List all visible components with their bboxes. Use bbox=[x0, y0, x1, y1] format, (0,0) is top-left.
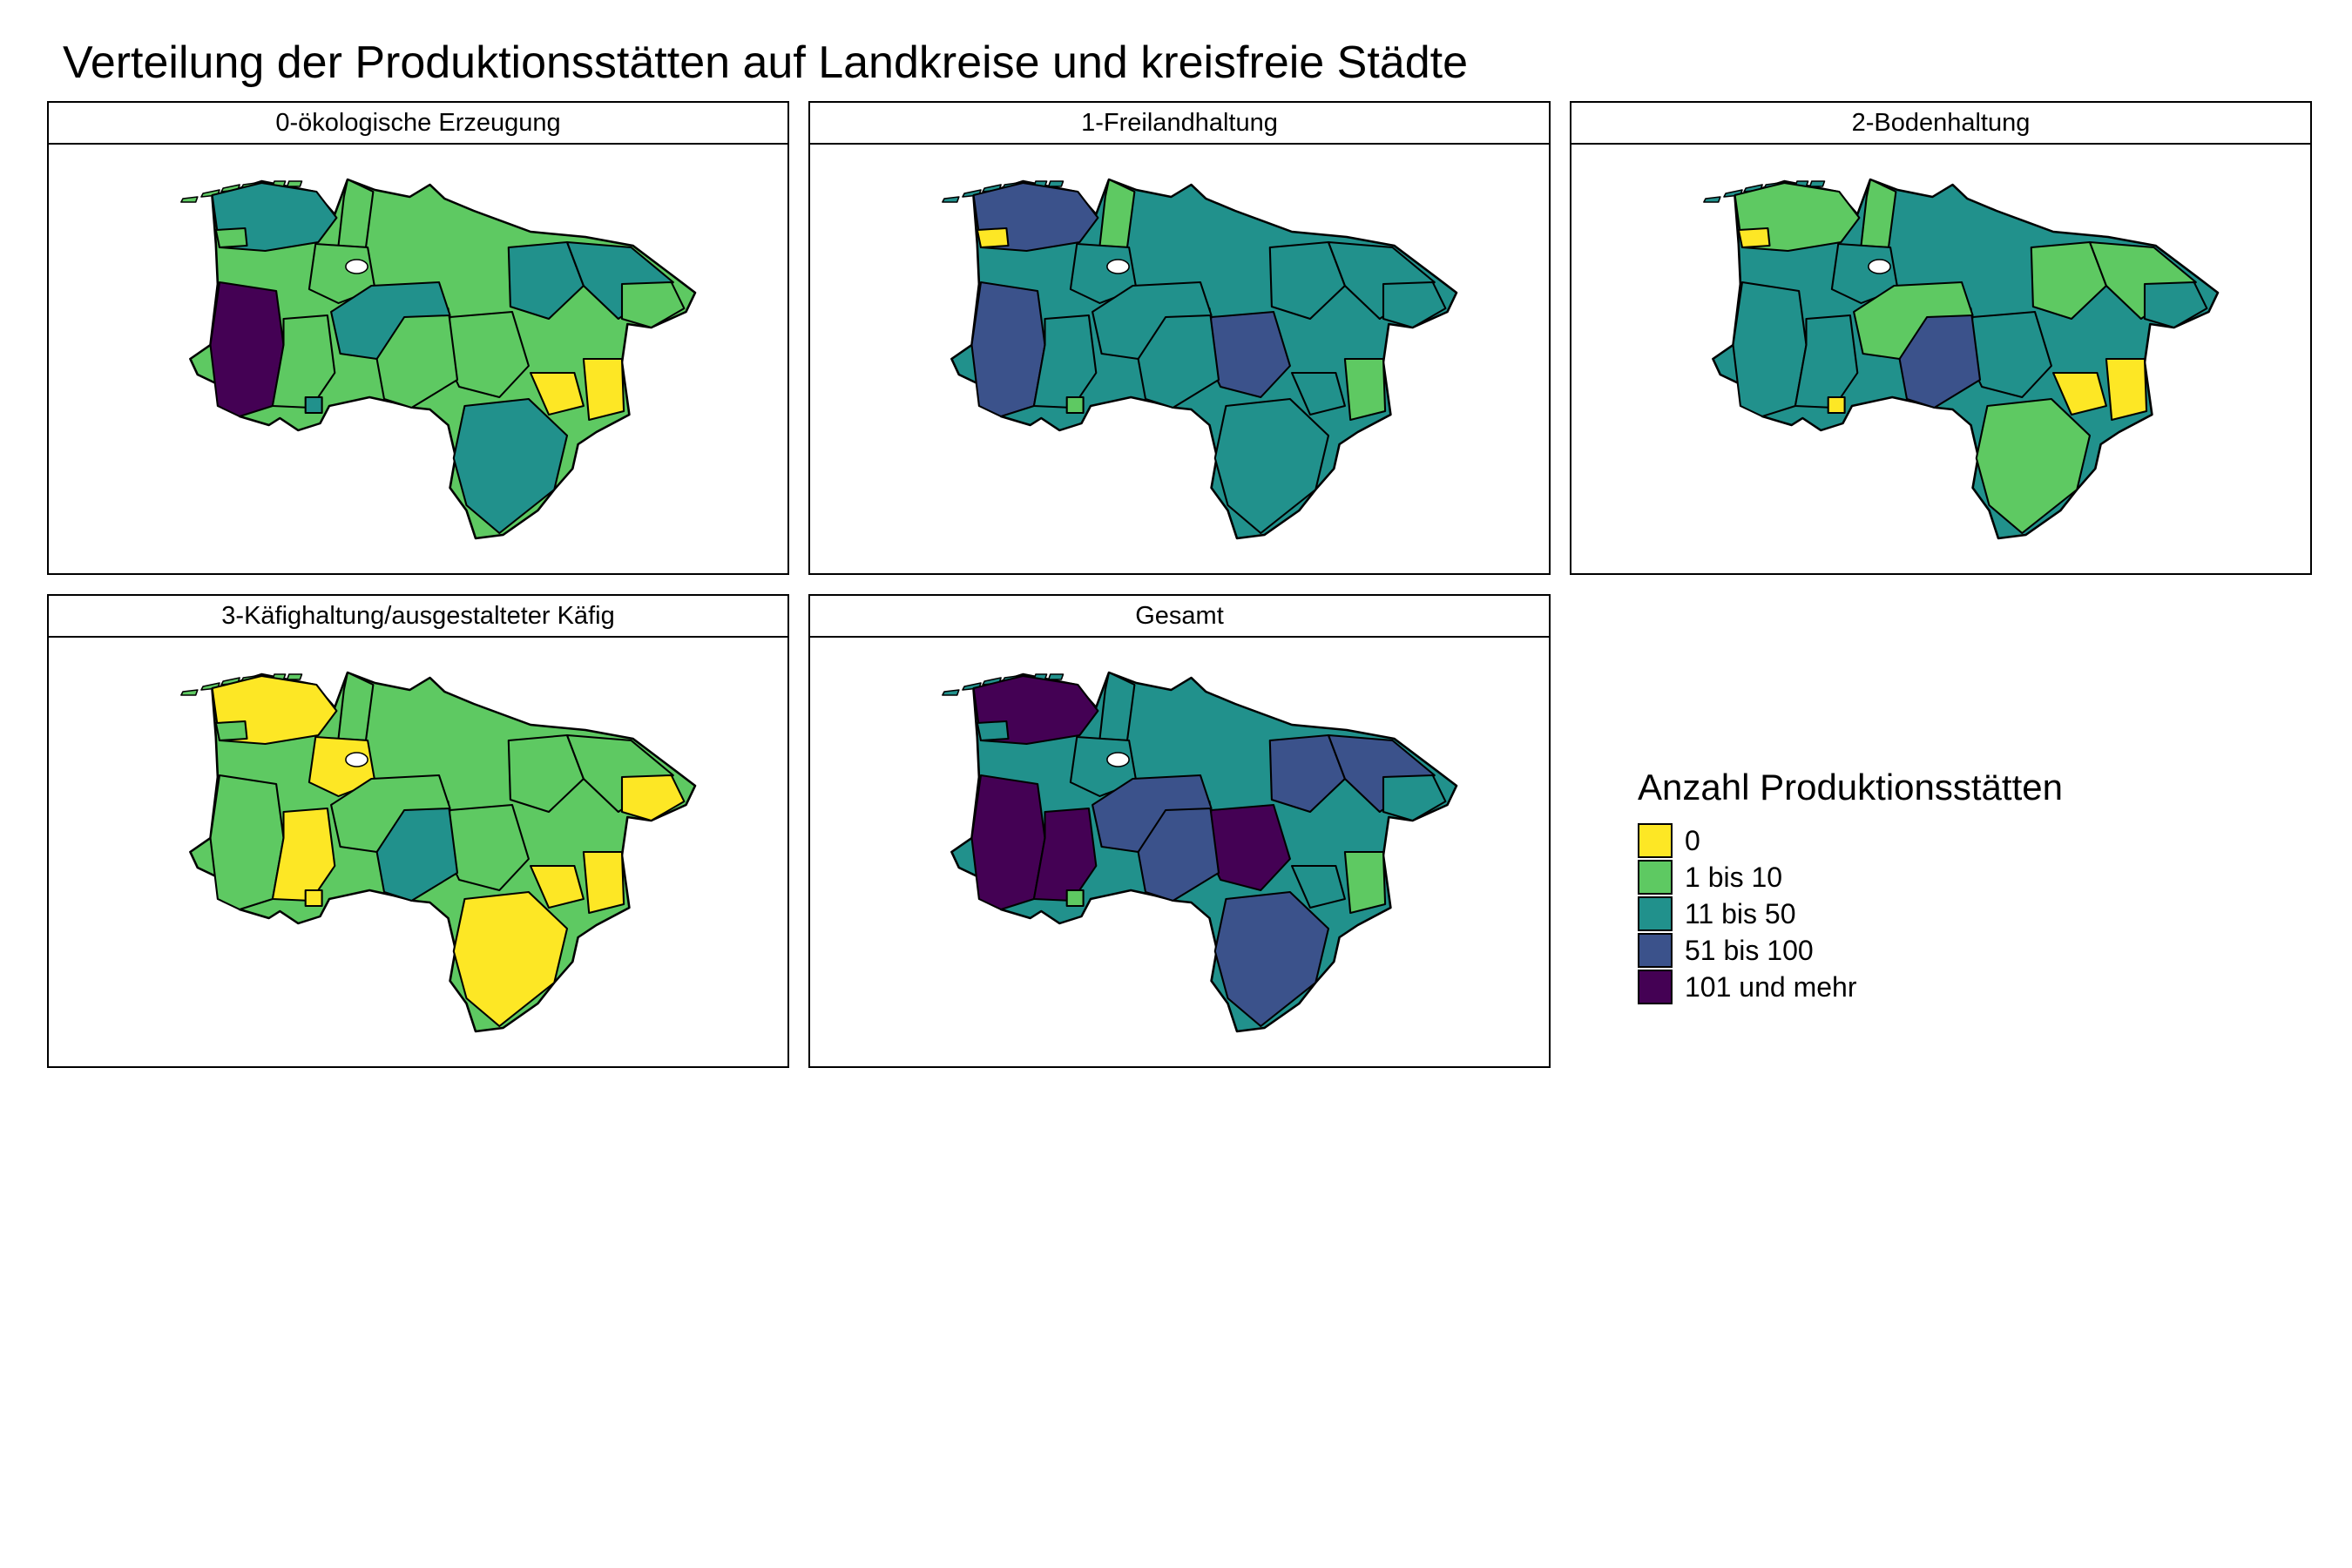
map-panel-oekologisch: 0-ökologische Erzeugung bbox=[47, 101, 789, 575]
district-ost2 bbox=[1343, 851, 1387, 914]
legend-swatch bbox=[1638, 823, 1673, 858]
legend-item: 0 bbox=[1638, 822, 2063, 859]
map-legend: Anzahl Produktionsstätten 0 1 bis 10 11 … bbox=[1638, 767, 2063, 1005]
district-cen bbox=[1092, 281, 1213, 360]
niedersachsen-map bbox=[180, 178, 697, 540]
district-west bbox=[209, 281, 285, 417]
niedersachsen-map bbox=[180, 671, 697, 1033]
district-coast bbox=[976, 227, 1010, 248]
district-south bbox=[1213, 891, 1330, 1027]
panel-label: 0-ökologische Erzeugung bbox=[49, 103, 787, 145]
map-panel-boden: 2-Bodenhaltung bbox=[1570, 101, 2312, 575]
district-south bbox=[1975, 398, 2092, 534]
island bbox=[286, 673, 303, 680]
district-west bbox=[970, 774, 1046, 910]
district-coast bbox=[214, 720, 248, 741]
district-ost bbox=[2051, 372, 2107, 416]
district-e1 bbox=[1268, 734, 1346, 813]
niedersachsen-map bbox=[942, 178, 1458, 540]
legend-label: 11 bis 50 bbox=[1685, 897, 1796, 929]
district-osnab bbox=[1827, 396, 1846, 414]
district-ost bbox=[529, 865, 585, 909]
district-ost2 bbox=[582, 851, 625, 914]
district-ost2 bbox=[2105, 358, 2148, 421]
panel-label: 1-Freilandhaltung bbox=[810, 103, 1549, 145]
legend-title: Anzahl Produktionsstätten bbox=[1638, 767, 2063, 808]
island bbox=[286, 180, 303, 187]
map-panel-freiland: 1-Freilandhaltung bbox=[808, 101, 1551, 575]
district-ost bbox=[1290, 372, 1346, 416]
district-cen bbox=[1853, 281, 1974, 360]
legend-label: 0 bbox=[1685, 824, 1700, 856]
district-ost2 bbox=[1343, 358, 1387, 421]
island bbox=[1047, 673, 1064, 680]
district-osnab bbox=[1065, 396, 1085, 414]
district-e3 bbox=[1382, 774, 1447, 821]
district-ost2 bbox=[582, 358, 625, 421]
legend-item: 101 und mehr bbox=[1638, 969, 2063, 1005]
district-e1 bbox=[2030, 241, 2107, 320]
bremen-gap bbox=[1868, 259, 1891, 274]
map-panel-gesamt: Gesamt bbox=[808, 594, 1551, 1068]
district-e3 bbox=[1382, 281, 1447, 328]
island bbox=[942, 196, 960, 203]
district-e3 bbox=[2143, 281, 2208, 328]
district-south bbox=[452, 398, 569, 534]
district-west bbox=[209, 774, 285, 910]
legend-label: 1 bis 10 bbox=[1685, 861, 1783, 893]
niedersachsen-map bbox=[1703, 178, 2220, 540]
district-coast bbox=[1737, 227, 1771, 248]
district-e1 bbox=[1268, 241, 1346, 320]
district-ost bbox=[529, 372, 585, 416]
legend-item: 1 bis 10 bbox=[1638, 859, 2063, 896]
district-coast bbox=[214, 227, 248, 248]
panel-label: 2-Bodenhaltung bbox=[1571, 103, 2310, 145]
bremen-gap bbox=[345, 259, 368, 274]
island bbox=[1808, 180, 1826, 187]
district-west bbox=[970, 281, 1046, 417]
district-west bbox=[1732, 281, 1808, 417]
district-osnab bbox=[304, 889, 323, 907]
district-south bbox=[1213, 398, 1330, 534]
page-title: Verteilung der Produktionsstätten auf La… bbox=[63, 37, 1468, 88]
district-osnab bbox=[1065, 889, 1085, 907]
district-ost bbox=[1290, 865, 1346, 909]
island bbox=[1047, 180, 1064, 187]
district-cen bbox=[1092, 774, 1213, 853]
island bbox=[942, 689, 960, 696]
legend-swatch bbox=[1638, 970, 1673, 1004]
panel-label: 3-Käfighaltung/ausgestalteter Käfig bbox=[49, 596, 787, 638]
district-e1 bbox=[507, 734, 585, 813]
district-south bbox=[452, 891, 569, 1027]
legend-swatch bbox=[1638, 896, 1673, 931]
bremen-gap bbox=[1106, 752, 1130, 767]
district-e1 bbox=[507, 241, 585, 320]
legend-label: 101 und mehr bbox=[1685, 970, 1857, 1003]
island bbox=[1703, 196, 1721, 203]
district-cen bbox=[330, 281, 451, 360]
district-cen bbox=[330, 774, 451, 853]
bremen-gap bbox=[345, 752, 368, 767]
island bbox=[180, 196, 199, 203]
legend-item: 11 bis 50 bbox=[1638, 896, 2063, 932]
district-osnab bbox=[304, 396, 323, 414]
map-panel-kaefig: 3-Käfighaltung/ausgestalteter Käfig bbox=[47, 594, 789, 1068]
legend-item: 51 bis 100 bbox=[1638, 932, 2063, 969]
district-e3 bbox=[620, 774, 686, 821]
district-coast bbox=[976, 720, 1010, 741]
legend-swatch bbox=[1638, 860, 1673, 895]
legend-swatch bbox=[1638, 933, 1673, 968]
legend-label: 51 bis 100 bbox=[1685, 934, 1814, 966]
panel-label: Gesamt bbox=[810, 596, 1549, 638]
bremen-gap bbox=[1106, 259, 1130, 274]
island bbox=[180, 689, 199, 696]
niedersachsen-map bbox=[942, 671, 1458, 1033]
district-e3 bbox=[620, 281, 686, 328]
